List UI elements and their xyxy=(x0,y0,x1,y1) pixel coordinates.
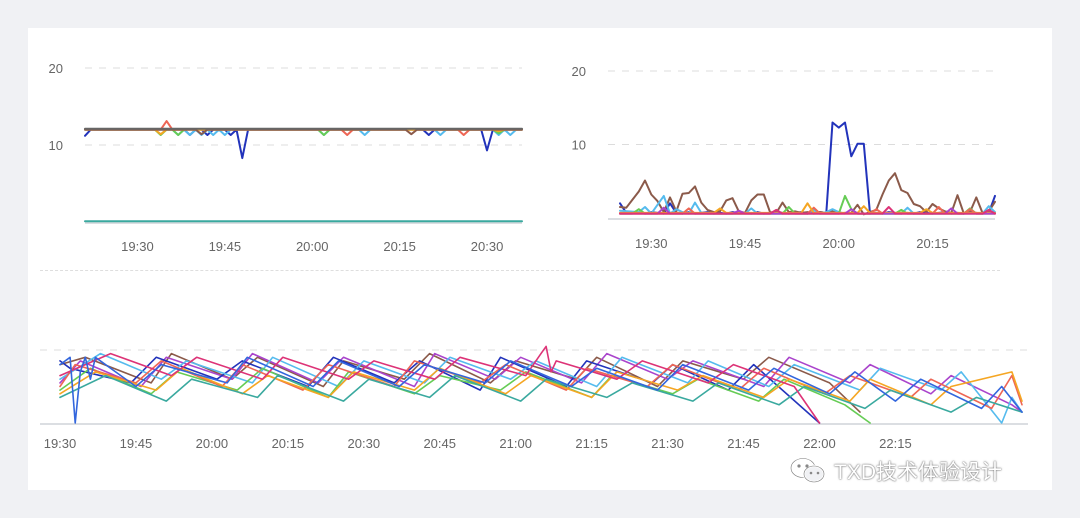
series-line-9 xyxy=(59,356,1023,424)
x-tick-label: 20:45 xyxy=(423,436,456,451)
x-tick-label: 21:00 xyxy=(499,436,532,451)
x-tick-label: 21:30 xyxy=(651,436,684,451)
x-tick-label: 21:15 xyxy=(575,436,608,451)
series-line-7 xyxy=(59,374,1023,413)
dashboard-card xyxy=(28,28,1052,490)
x-tick-label: 20:15 xyxy=(383,239,416,254)
x-tick-label: 19:45 xyxy=(209,239,242,254)
y-tick-label: 20 xyxy=(572,64,586,79)
x-tick-label: 19:45 xyxy=(120,436,153,451)
x-tick-label: 20:30 xyxy=(348,436,381,451)
y-tick-label: 20 xyxy=(49,61,63,76)
x-tick-label: 22:00 xyxy=(803,436,836,451)
watermark: TXD技术体验设计 xyxy=(788,456,1002,486)
section-divider xyxy=(40,270,1000,271)
series-line-1 xyxy=(619,172,996,216)
y-tick-label: 10 xyxy=(572,138,586,153)
y-tick-label: 10 xyxy=(49,138,63,153)
x-tick-label: 22:15 xyxy=(879,436,912,451)
watermark-text: TXD技术体验设计 xyxy=(834,461,1002,484)
x-tick-label: 20:00 xyxy=(196,436,229,451)
x-tick-label: 20:00 xyxy=(296,239,329,254)
series-line-8 xyxy=(59,345,821,424)
x-tick-label: 20:15 xyxy=(272,436,305,451)
x-tick-label: 19:45 xyxy=(729,236,762,251)
series-line-3 xyxy=(59,352,1023,424)
x-tick-label: 20:00 xyxy=(822,236,855,251)
wechat-icon xyxy=(789,457,826,484)
x-tick-label: 20:30 xyxy=(471,239,504,254)
x-tick-label: 19:30 xyxy=(121,239,154,254)
x-tick-label: 19:30 xyxy=(635,236,668,251)
x-tick-label: 21:45 xyxy=(727,436,760,451)
x-tick-label: 20:15 xyxy=(916,236,949,251)
series-line-7 xyxy=(619,206,996,215)
series-line-6 xyxy=(59,367,1023,406)
x-tick-label: 19:30 xyxy=(44,436,77,451)
series-line-4 xyxy=(59,367,871,424)
